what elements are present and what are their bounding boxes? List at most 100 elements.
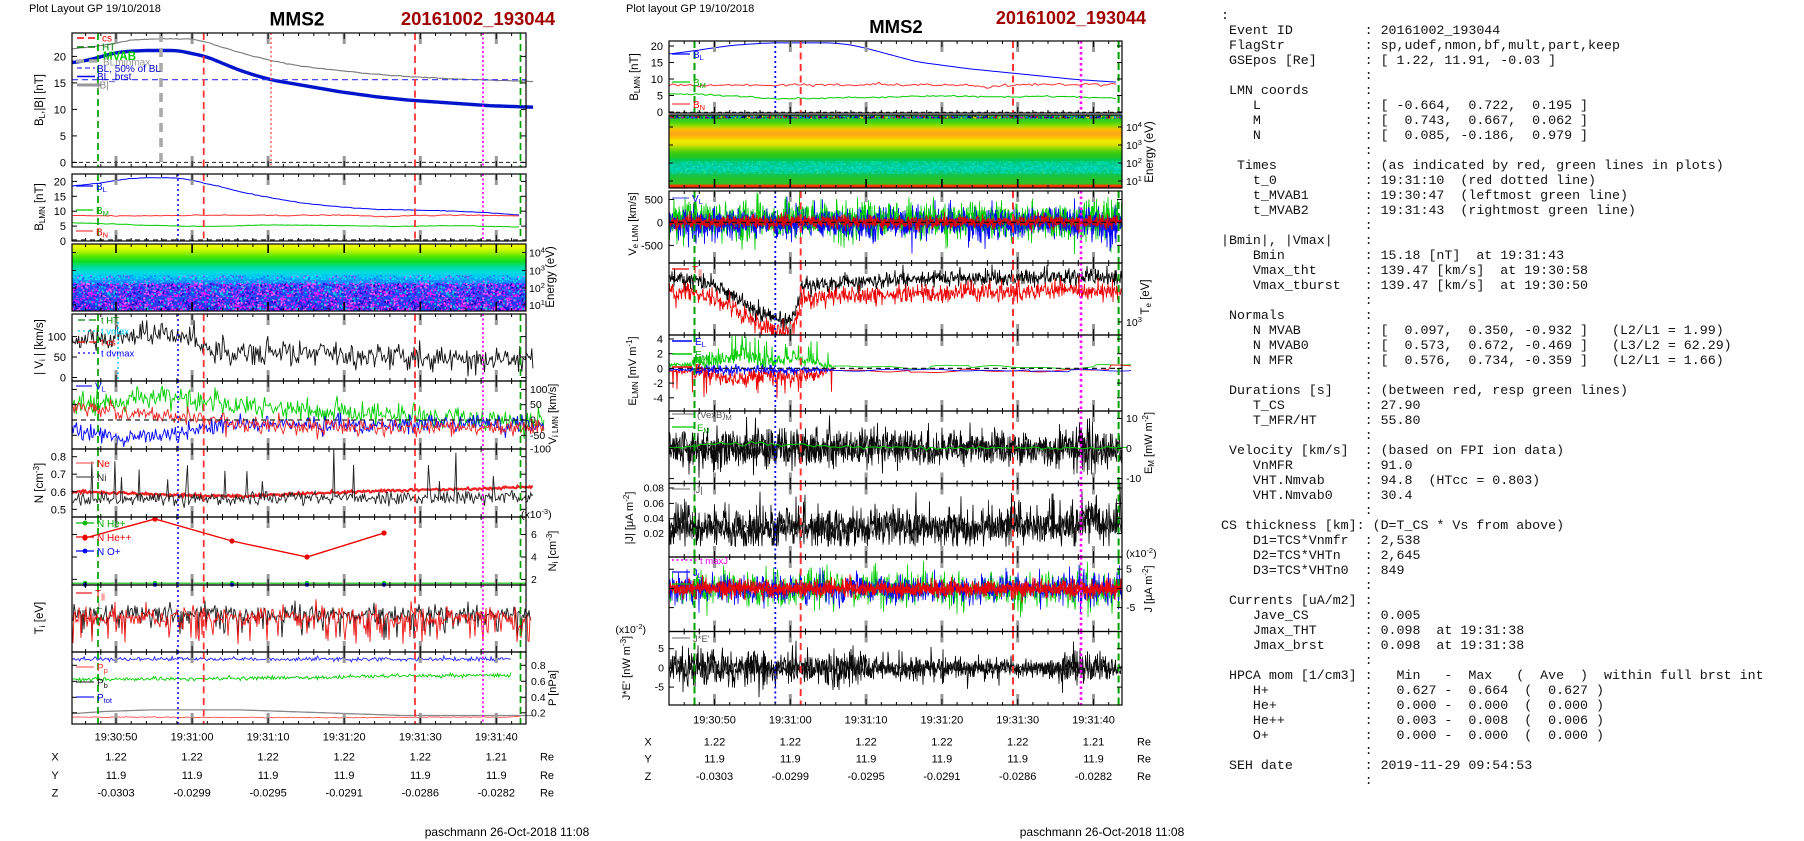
svg-text:Plot Layout GP 19/10/2018: Plot Layout GP 19/10/2018: [29, 3, 161, 15]
svg-text:paschmann 26-Oct-2018 11:08: paschmann 26-Oct-2018 11:08: [1020, 825, 1185, 839]
svg-text:X: X: [644, 737, 652, 749]
svg-text:0: 0: [60, 373, 66, 385]
svg-text:101: 101: [529, 298, 545, 312]
svg-text:20161002_193044: 20161002_193044: [996, 8, 1146, 28]
svg-text:EL: EL: [695, 337, 706, 349]
svg-text:Re: Re: [540, 770, 554, 782]
svg-text:Vi LMN [km/s]: Vi LMN [km/s]: [547, 384, 560, 445]
svg-text:2: 2: [531, 574, 537, 586]
svg-text:20: 20: [54, 176, 66, 188]
svg-text:(x10-2): (x10-2): [1126, 546, 1157, 560]
svg-text:T||: T||: [95, 589, 105, 601]
svg-text:11.9: 11.9: [182, 770, 203, 782]
svg-text:BM: BM: [693, 78, 706, 90]
svg-text:-0.0286: -0.0286: [999, 771, 1036, 783]
svg-text:10: 10: [1126, 413, 1138, 425]
svg-text:2: 2: [657, 349, 663, 361]
svg-text:Re: Re: [540, 788, 554, 800]
svg-text:102: 102: [529, 281, 545, 295]
svg-text:5: 5: [60, 221, 66, 233]
svg-text:J*E': J*E': [693, 634, 710, 645]
svg-text:N [cm-3]: N [cm-3]: [32, 463, 46, 503]
svg-text:Ti [eV]: Ti [eV]: [34, 602, 47, 634]
svg-text:-2: -2: [653, 378, 663, 390]
svg-text:MMS2: MMS2: [270, 10, 325, 31]
svg-text:Energy (eV): Energy (eV): [545, 246, 557, 308]
svg-text:11.9: 11.9: [410, 770, 431, 782]
svg-text:1.22: 1.22: [1007, 737, 1028, 749]
svg-text:-0.0295: -0.0295: [847, 771, 884, 783]
svg-text:19:31:40: 19:31:40: [1072, 715, 1115, 727]
svg-text:t HT: t HT: [101, 316, 119, 327]
svg-text:BL,|B| [nT]: BL,|B| [nT]: [34, 74, 47, 126]
svg-text:19:31:20: 19:31:20: [323, 732, 366, 744]
svg-text:0.8: 0.8: [531, 660, 546, 672]
svg-text:11.9: 11.9: [258, 770, 279, 782]
svg-text:0.8: 0.8: [51, 452, 66, 464]
svg-text:J*E' [nW m-3]: J*E' [nW m-3]: [619, 636, 633, 700]
svg-text:1.22: 1.22: [410, 752, 431, 764]
svg-text:t cs: t cs: [101, 338, 116, 349]
svg-text:ELMN [mV m-1]: ELMN [mV m-1]: [625, 336, 640, 405]
svg-text:cs: cs: [102, 34, 112, 45]
svg-text:15: 15: [651, 58, 663, 70]
svg-text:Re: Re: [1137, 771, 1151, 783]
svg-text:50: 50: [54, 352, 66, 364]
svg-text:-0.0303: -0.0303: [696, 771, 733, 783]
svg-text:HT: HT: [102, 43, 115, 54]
svg-text:0: 0: [657, 217, 663, 229]
svg-text:19:31:30: 19:31:30: [399, 732, 442, 744]
svg-text:0: 0: [657, 107, 663, 119]
svg-text:1.22: 1.22: [931, 737, 952, 749]
svg-text:100: 100: [530, 384, 548, 396]
svg-text:BN: BN: [693, 100, 705, 112]
svg-text:-0.0303: -0.0303: [97, 788, 134, 800]
svg-text:15: 15: [54, 191, 66, 203]
svg-text:1.22: 1.22: [855, 737, 876, 749]
svg-text:BL: BL: [96, 182, 107, 194]
svg-text:1.22: 1.22: [181, 752, 202, 764]
svg-text:104: 104: [1126, 120, 1142, 134]
svg-text:0.5: 0.5: [51, 504, 66, 516]
svg-text:100: 100: [48, 332, 66, 344]
svg-text:-0.0282: -0.0282: [1075, 771, 1112, 783]
svg-text:10: 10: [54, 206, 66, 218]
svg-text:MMS2: MMS2: [869, 16, 922, 37]
svg-text:10: 10: [54, 104, 66, 116]
svg-text:102: 102: [1126, 156, 1142, 170]
svg-text:Z: Z: [52, 788, 59, 800]
svg-text:BM: BM: [96, 206, 109, 218]
svg-text:19:31:10: 19:31:10: [845, 715, 888, 727]
svg-text:11.9: 11.9: [106, 770, 127, 782]
svg-text:11.9: 11.9: [932, 754, 953, 766]
svg-text:X: X: [51, 752, 59, 764]
svg-text:20: 20: [54, 51, 66, 63]
svg-text:1.22: 1.22: [257, 752, 278, 764]
svg-text:-50: -50: [530, 430, 545, 442]
svg-text:T||: T||: [692, 265, 702, 277]
svg-text:11.9: 11.9: [1007, 754, 1028, 766]
svg-text:1.21: 1.21: [1083, 737, 1104, 749]
svg-text:Ve LMN [km/s]: Ve LMN [km/s]: [627, 192, 640, 255]
svg-text:(x10-3): (x10-3): [521, 507, 552, 521]
svg-text:N He+: N He+: [97, 519, 126, 530]
svg-text:20: 20: [651, 41, 663, 53]
svg-text:19:31:00: 19:31:00: [171, 732, 214, 744]
svg-text:MVAB: MVAB: [103, 51, 136, 63]
svg-text:Re: Re: [540, 752, 554, 764]
svg-text:19:31:10: 19:31:10: [247, 732, 290, 744]
svg-text:|B|: |B|: [97, 81, 109, 92]
svg-text:0.4: 0.4: [531, 692, 546, 704]
svg-text:t vmax: t vmax: [101, 327, 129, 338]
svg-text:Energy (eV): Energy (eV): [1144, 121, 1156, 183]
svg-text:103: 103: [1126, 138, 1142, 152]
svg-text:0: 0: [530, 415, 536, 427]
svg-text:5: 5: [657, 91, 663, 103]
svg-text:0.06: 0.06: [644, 498, 665, 510]
svg-text:0: 0: [657, 363, 663, 375]
svg-text:15: 15: [54, 78, 66, 90]
svg-text:20161002_193044: 20161002_193044: [401, 8, 556, 29]
svg-text:50: 50: [530, 399, 542, 411]
svg-text:VL: VL: [692, 194, 703, 206]
svg-text:0.7: 0.7: [51, 469, 66, 481]
